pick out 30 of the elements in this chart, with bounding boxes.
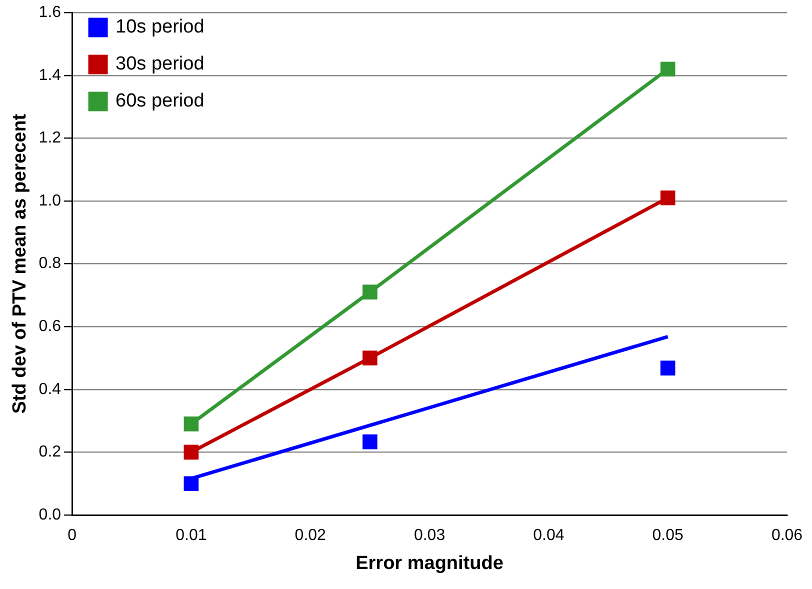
y-tick-label: 0.4 bbox=[38, 380, 62, 398]
legend-label: 30s period bbox=[116, 54, 204, 75]
y-tick-label: 0.2 bbox=[38, 444, 62, 461]
legend-label: 60s period bbox=[116, 90, 204, 112]
y-tick-label: 1.0 bbox=[38, 192, 62, 210]
point bbox=[362, 350, 378, 366]
point bbox=[362, 284, 378, 300]
y-tick-label: 1.6 bbox=[38, 4, 62, 22]
y-tick-label: 0.8 bbox=[38, 255, 62, 272]
legend-label: 10s period bbox=[116, 16, 204, 38]
point bbox=[660, 190, 676, 206]
point bbox=[184, 444, 199, 460]
x-tick-label: 0 bbox=[68, 527, 77, 544]
point bbox=[184, 416, 199, 432]
y-tick-label: 1.4 bbox=[38, 66, 62, 84]
point bbox=[362, 434, 378, 450]
x-tick-label: 0.05 bbox=[652, 527, 684, 544]
x-axis-title: Error magnitude bbox=[356, 552, 504, 574]
x-tick-label: 0.01 bbox=[176, 527, 207, 544]
x-tick-label: 0.03 bbox=[414, 527, 446, 544]
x-tick-label: 0.02 bbox=[294, 527, 326, 544]
point bbox=[660, 62, 676, 77]
x-tick-label: 0.06 bbox=[771, 527, 803, 544]
y-tick-label: 0.6 bbox=[38, 318, 62, 336]
x-tick-label: 0.04 bbox=[533, 527, 564, 544]
y-tick-label: 1.2 bbox=[38, 130, 62, 147]
y-axis-title: Std dev of PTV mean as perecent bbox=[10, 113, 31, 414]
y-tick-label: 0.0 bbox=[38, 506, 62, 524]
point bbox=[184, 476, 199, 492]
point bbox=[660, 360, 676, 376]
